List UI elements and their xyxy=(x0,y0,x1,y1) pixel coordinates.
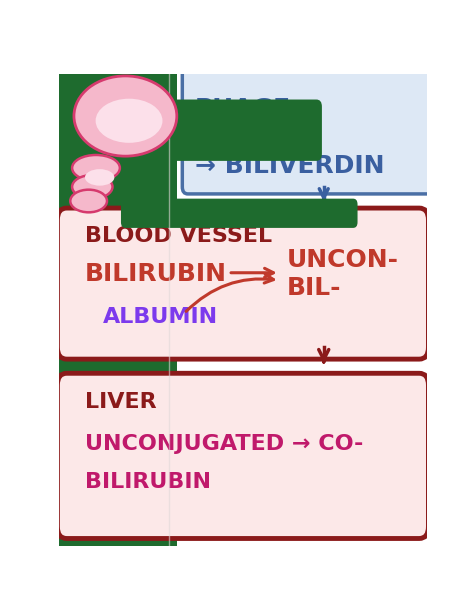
FancyBboxPatch shape xyxy=(121,199,357,228)
Text: ALBUMIN: ALBUMIN xyxy=(103,306,219,327)
Text: BILIRUBIN: BILIRUBIN xyxy=(85,262,227,286)
Ellipse shape xyxy=(70,189,107,212)
Ellipse shape xyxy=(72,175,112,199)
Text: LIVER: LIVER xyxy=(85,392,156,411)
Text: PHAGE: PHAGE xyxy=(195,97,292,121)
Text: BIL-: BIL- xyxy=(287,276,341,300)
FancyBboxPatch shape xyxy=(182,66,432,194)
Ellipse shape xyxy=(85,169,114,186)
Bar xyxy=(59,74,177,546)
FancyBboxPatch shape xyxy=(57,373,428,538)
Text: UNCONJUGATED → CO-: UNCONJUGATED → CO- xyxy=(85,434,364,454)
Text: BLOOD VESSEL: BLOOD VESSEL xyxy=(85,226,272,246)
Ellipse shape xyxy=(74,76,177,156)
Ellipse shape xyxy=(96,99,163,143)
FancyBboxPatch shape xyxy=(135,99,322,161)
FancyBboxPatch shape xyxy=(57,208,428,359)
Text: → BILIVERDIN: → BILIVERDIN xyxy=(195,154,385,178)
Text: UNCON-: UNCON- xyxy=(287,248,399,272)
Text: BILIRUBIN: BILIRUBIN xyxy=(85,472,211,492)
Ellipse shape xyxy=(72,155,120,181)
